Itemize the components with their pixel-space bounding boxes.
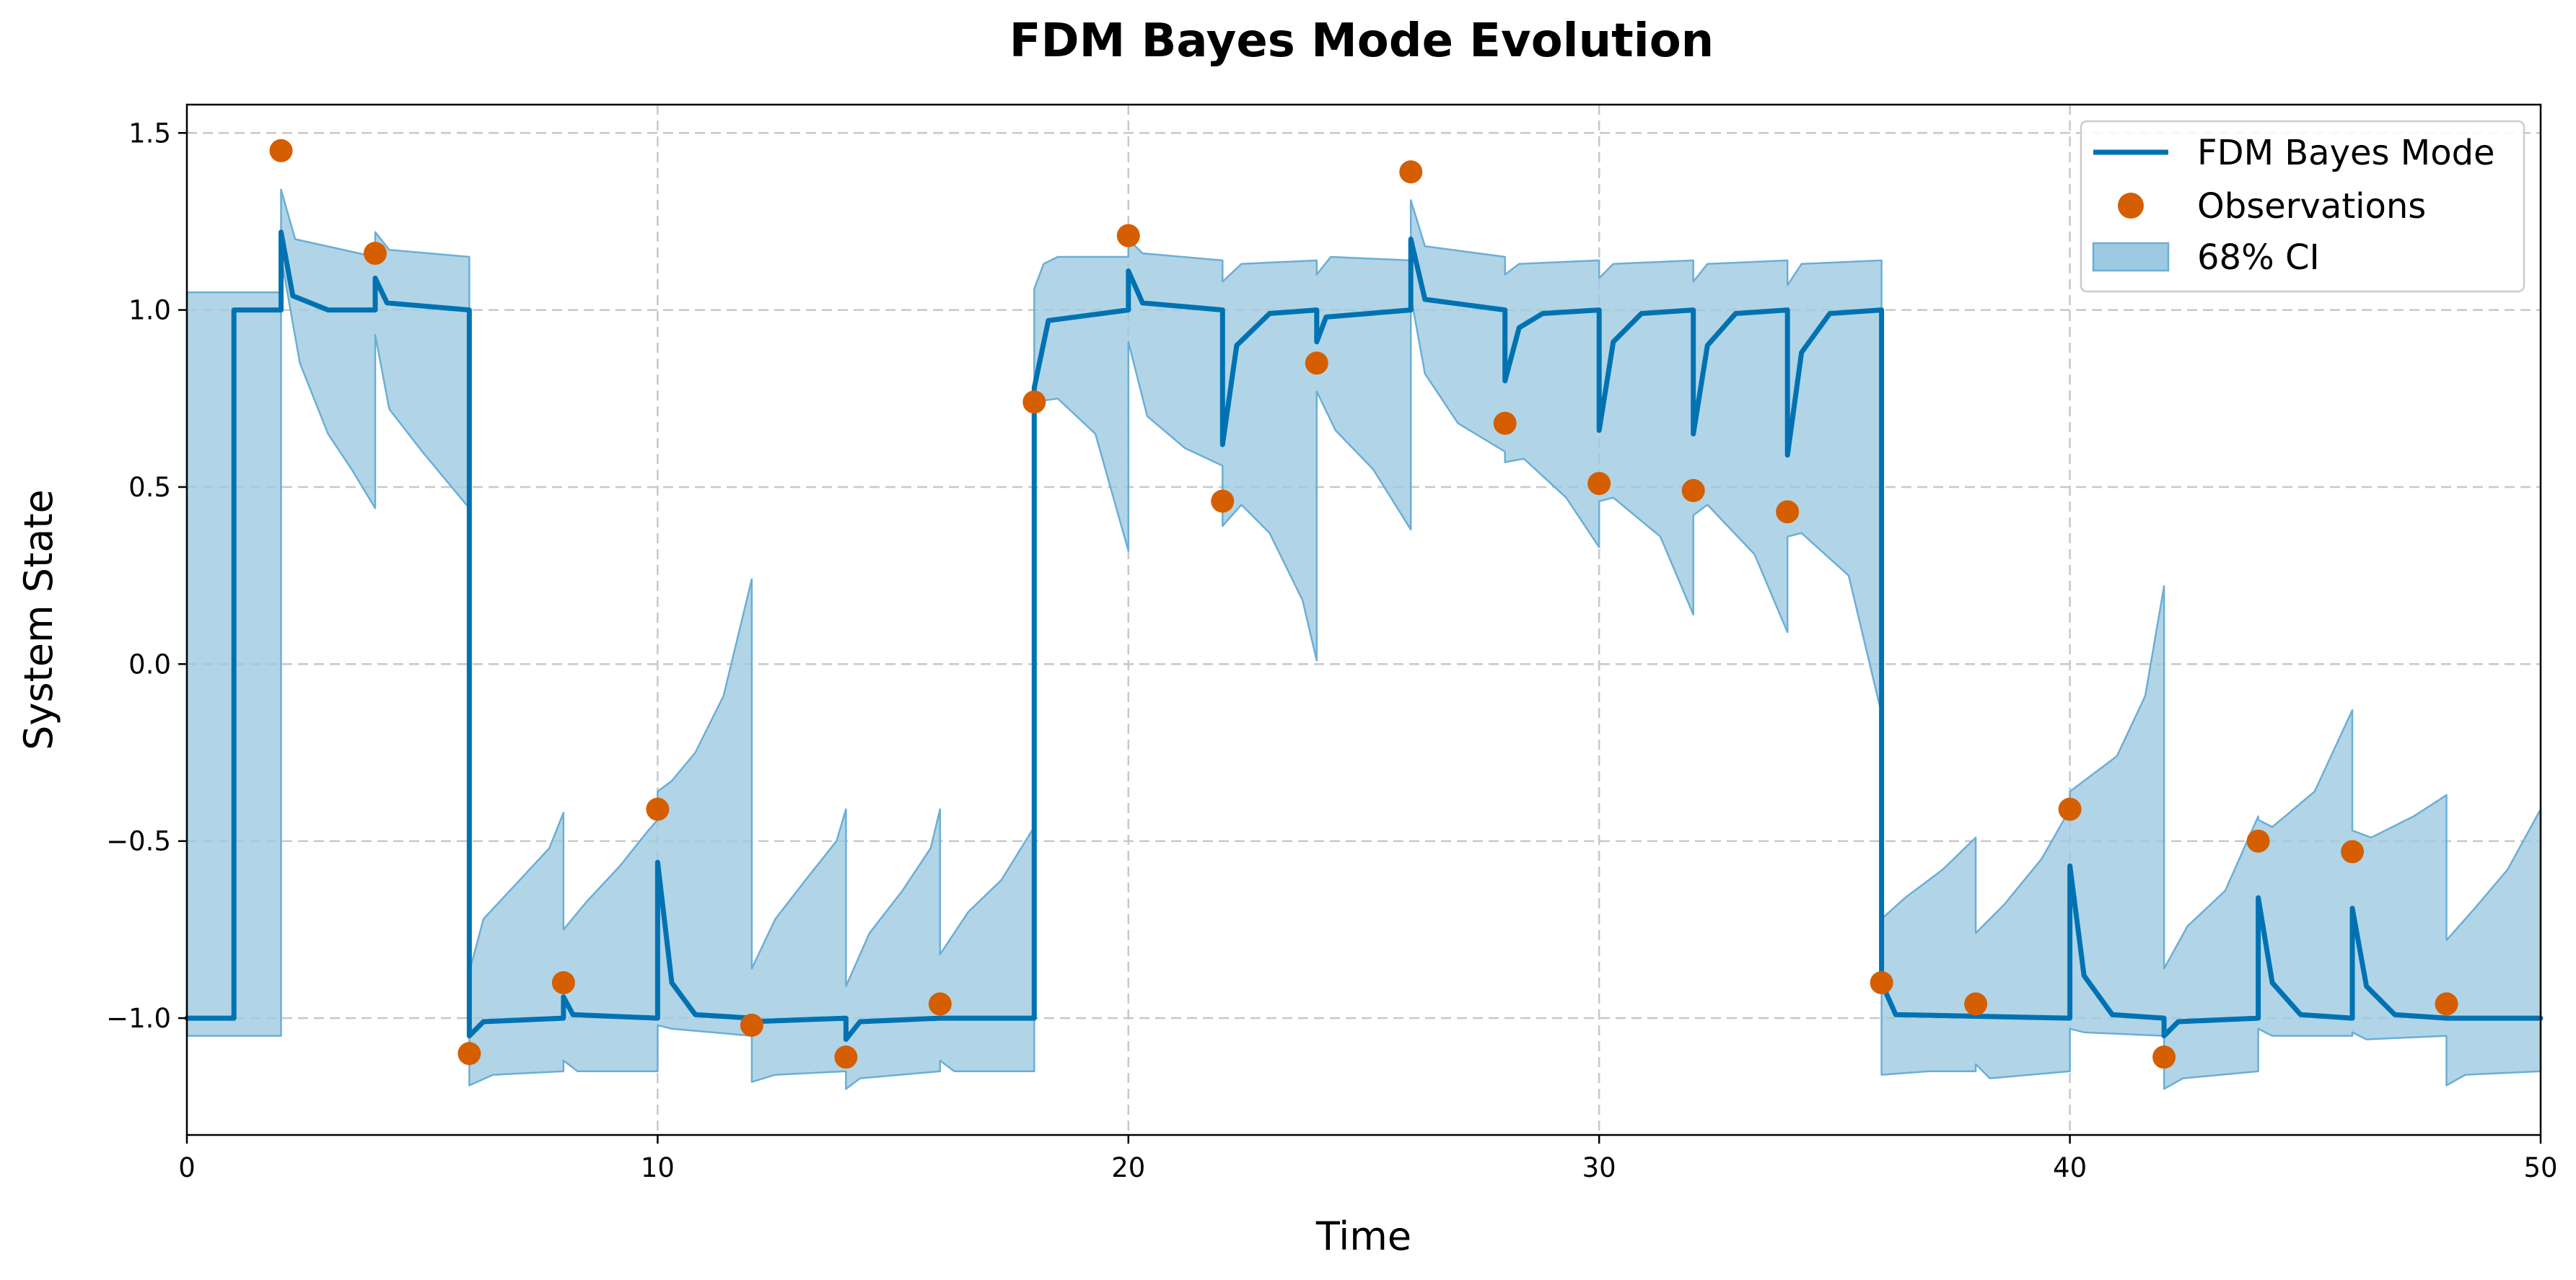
observation-point [1964, 992, 1988, 1016]
observation-point [1681, 478, 1705, 502]
legend-label-mode: FDM Bayes Mode [2197, 133, 2495, 173]
observation-point [457, 1042, 481, 1066]
observation-point [551, 970, 575, 994]
y-tick-label: 0.5 [128, 472, 171, 503]
legend-label-observations: Observations [2197, 186, 2426, 227]
observation-point [363, 242, 387, 266]
mode-line [184, 229, 2544, 1042]
observation-point [928, 992, 952, 1016]
observation-point [834, 1046, 858, 1069]
plot-frame [185, 103, 2542, 1136]
observation-point [1116, 224, 1140, 247]
observation-point [1022, 390, 1046, 414]
observation-point [1776, 500, 1800, 524]
observation-point [269, 139, 293, 162]
observation-point [2152, 1046, 2176, 1069]
ci-band [185, 188, 2542, 1090]
y-tick-label: −1.0 [106, 1003, 171, 1034]
x-tick-label: 0 [178, 1152, 196, 1183]
observation-point [1399, 160, 1423, 184]
y-axis-label: System State [16, 489, 61, 750]
observation-point [1211, 489, 1235, 513]
y-tick-label: 1.5 [128, 118, 171, 149]
ci-band-layer [185, 188, 2542, 1090]
axis-ticks: 0 10 20 30 40 50 −1.0 −0.5 0.0 0.5 1.0 1.5 [106, 118, 2557, 1183]
legend-swatch-observations [2118, 193, 2144, 219]
x-tick-label: 30 [1582, 1152, 1616, 1183]
observation-point [2058, 797, 2082, 821]
observation-point [1493, 411, 1517, 435]
x-tick-label: 10 [641, 1152, 675, 1183]
x-tick-label: 50 [2523, 1152, 2557, 1183]
y-tick-label: 1.0 [128, 295, 171, 326]
observation-point [2341, 840, 2365, 864]
legend-label-ci: 68% CI [2197, 237, 2320, 278]
legend-box [2080, 120, 2525, 293]
observation-point [646, 797, 670, 821]
mode-line-layer [184, 229, 2544, 1042]
observation-point [1587, 472, 1611, 496]
observation-point [1305, 351, 1328, 375]
legend-swatch-ci [2092, 242, 2170, 272]
x-tick-label: 20 [1111, 1152, 1145, 1183]
observation-point [740, 1013, 763, 1037]
observation-point [1870, 970, 1893, 994]
observation-point [2435, 992, 2458, 1016]
chart-title: FDM Bayes Mode Evolution [1009, 14, 1714, 68]
legend: FDM Bayes Mode Observations 68% CI [2080, 120, 2525, 293]
x-tick-label: 40 [2053, 1152, 2087, 1183]
observations-layer [269, 139, 2458, 1069]
y-tick-label: −0.5 [106, 826, 171, 857]
x-axis-label: Time [1315, 1214, 1411, 1259]
y-tick-label: 0.0 [128, 649, 171, 680]
observation-point [2246, 829, 2270, 853]
